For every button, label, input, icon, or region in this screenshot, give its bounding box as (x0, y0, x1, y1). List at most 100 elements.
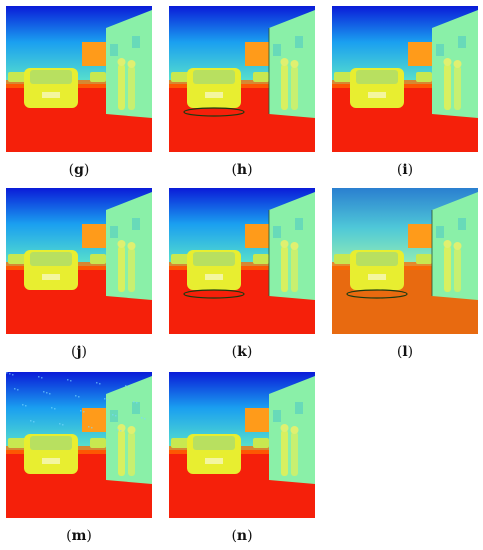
caption-n: (n) (231, 528, 253, 544)
license-plate (368, 92, 386, 98)
noise-speck (12, 374, 14, 376)
horizon-band (6, 80, 152, 88)
distant-car (253, 254, 269, 264)
pedestrian (118, 64, 125, 110)
building-window (110, 44, 118, 56)
noise-speck (49, 393, 51, 395)
panel-g: (g) (6, 6, 152, 178)
noise-speck (104, 398, 106, 400)
distant-car (90, 438, 106, 448)
warm-sign (245, 408, 269, 432)
noise-speck (22, 404, 24, 406)
pedestrian (281, 64, 288, 110)
distant-car (90, 254, 106, 264)
building-window (436, 226, 444, 238)
caption-j: (j) (70, 344, 87, 360)
noise-speck (43, 391, 45, 393)
building-window (273, 44, 281, 56)
distant-car (171, 72, 189, 82)
car-window (356, 70, 398, 84)
distant-car (416, 72, 432, 82)
pedestrian-head (290, 426, 299, 434)
horizon-band (169, 446, 315, 454)
pedestrian-head (290, 60, 299, 68)
distant-car (253, 72, 269, 82)
building-window (458, 36, 466, 48)
car-shadow-edge (183, 107, 245, 117)
distant-car (8, 72, 26, 82)
caption-h: (h) (231, 162, 253, 178)
distant-car (8, 254, 26, 264)
noise-speck (128, 386, 130, 388)
license-plate (205, 274, 223, 280)
building-window (458, 218, 466, 230)
building-window (295, 36, 303, 48)
horizon-band (332, 262, 478, 270)
noise-speck (117, 429, 119, 431)
pedestrian (281, 246, 288, 292)
pedestrian (291, 66, 298, 110)
car-window (30, 436, 72, 450)
caption-i: (i) (396, 162, 414, 178)
car-window (30, 70, 72, 84)
noise-speck (136, 402, 138, 404)
horizon-band (169, 262, 315, 270)
car-window (193, 252, 235, 266)
car-shadow-edge (346, 289, 408, 299)
pedestrian (118, 246, 125, 292)
license-plate (42, 92, 60, 98)
noise-speck (30, 420, 32, 422)
warm-sign (245, 42, 269, 66)
thermal-image-g (6, 6, 152, 152)
pedestrian (128, 432, 135, 476)
thermal-image-h (169, 6, 315, 152)
panel-k: (k) (169, 188, 315, 360)
thermal-image-k (169, 188, 315, 334)
warm-sign (82, 224, 106, 248)
noise-speck (46, 392, 48, 394)
building-window (132, 218, 140, 230)
building-window (110, 226, 118, 238)
building-window (132, 36, 140, 48)
license-plate (368, 274, 386, 280)
panel-m: (m) (6, 372, 152, 544)
noise-speck (59, 423, 61, 425)
distant-car (416, 254, 432, 264)
horizon-band (332, 80, 478, 88)
pedestrian-head (290, 242, 299, 250)
noise-speck (62, 424, 64, 426)
noise-speck (17, 389, 19, 391)
building-window (273, 226, 281, 238)
pedestrian-head (117, 424, 126, 432)
distant-car (171, 254, 189, 264)
noise-speck (91, 427, 93, 429)
pedestrian-head (117, 240, 126, 248)
license-plate (205, 92, 223, 98)
noise-speck (78, 396, 80, 398)
license-plate (205, 458, 223, 464)
noise-speck (75, 395, 77, 397)
noise-speck (112, 414, 114, 416)
distant-car (171, 438, 189, 448)
warm-sign (82, 408, 106, 432)
noise-speck (70, 380, 72, 382)
pedestrian (444, 246, 451, 292)
caption-m: (m) (66, 528, 92, 544)
pedestrian-head (127, 60, 136, 68)
building-window (132, 402, 140, 414)
panel-i: (i) (332, 6, 478, 178)
noise-speck (25, 405, 27, 407)
car-window (356, 252, 398, 266)
pedestrian-head (117, 58, 126, 66)
building-window (295, 402, 303, 414)
warm-sign (245, 224, 269, 248)
building-window (273, 410, 281, 422)
horizon-band (6, 262, 152, 270)
pedestrian (291, 248, 298, 292)
warm-sign (82, 42, 106, 66)
pedestrian-head (280, 58, 289, 66)
thermal-image-m (6, 372, 152, 518)
noise-speck (107, 399, 109, 401)
building-window (295, 218, 303, 230)
